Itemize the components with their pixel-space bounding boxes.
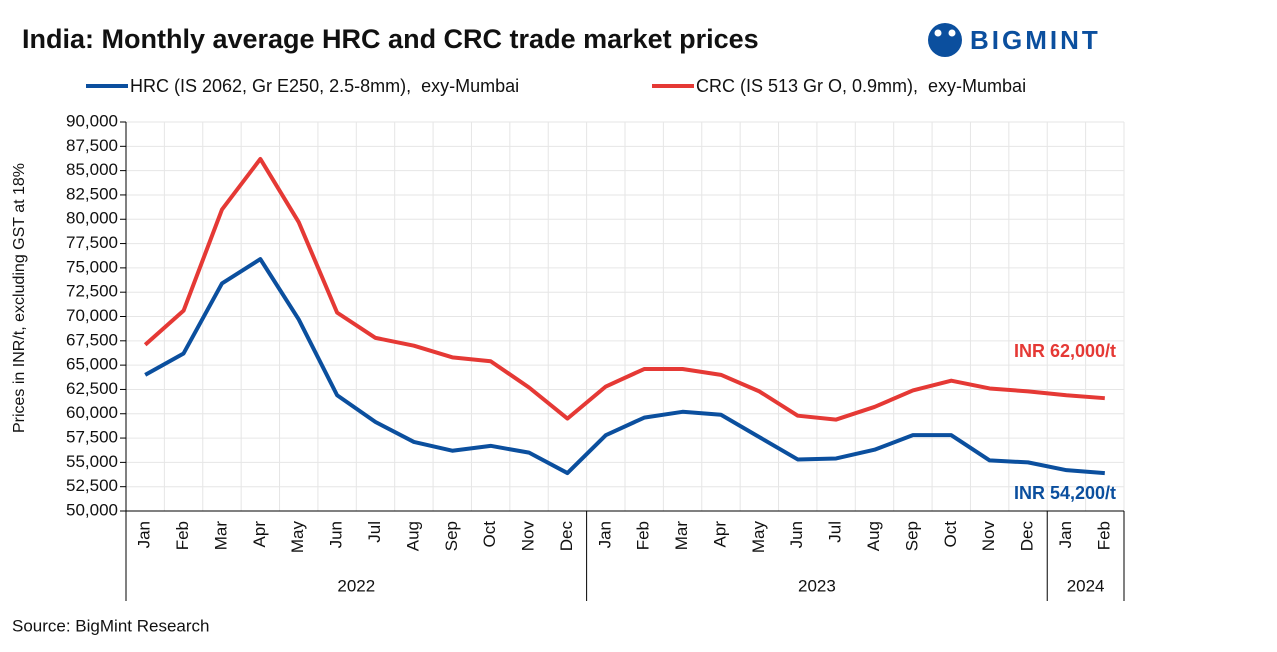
x-tick-label: Jan [1056, 521, 1075, 548]
x-tick-label: Jun [327, 521, 346, 548]
x-tick-label: Jul [826, 521, 845, 543]
y-tick-label: 75,000 [66, 257, 118, 276]
x-tick-label: Mar [211, 521, 230, 551]
legend-label: CRC (IS 513 Gr O, 0.9mm), exy-Mumbai [696, 76, 1026, 96]
x-tick-label: Feb [1094, 521, 1113, 550]
x-tick-label: Sep [442, 521, 461, 551]
y-tick-label: 52,500 [66, 476, 118, 495]
y-tick-label: 77,500 [66, 233, 118, 252]
y-tick-label: 67,500 [66, 330, 118, 349]
x-tick-label: Dec [1018, 521, 1037, 552]
y-tick-label: 55,000 [66, 452, 118, 471]
x-tick-label: Aug [403, 521, 422, 551]
y-tick-label: 60,000 [66, 403, 118, 422]
group-label: 2023 [798, 576, 836, 595]
logo: BIGMINT [928, 23, 1101, 57]
group-label: 2024 [1067, 576, 1105, 595]
y-tick-label: 90,000 [66, 111, 118, 130]
x-tick-label: Apr [250, 521, 269, 548]
x-tick-label: Jan [595, 521, 614, 548]
x-tick-label: Jul [365, 521, 384, 543]
y-axis-title: Prices in INR/t, excluding GST at 18% [11, 163, 28, 433]
logo-icon [934, 29, 942, 37]
brand: BIGMINT [970, 25, 1101, 55]
x-tick-label: Oct [480, 521, 499, 548]
y-tick-label: 85,000 [66, 160, 118, 179]
y-tick-label: 57,500 [66, 428, 118, 447]
x-tick-label: Nov [979, 521, 998, 552]
line [143, 156, 1105, 422]
x-tick-label: Mar [672, 521, 691, 551]
logo-icon [928, 23, 962, 57]
legend-label: HRC (IS 2062, Gr E250, 2.5-8mm), exy-Mum… [130, 76, 519, 96]
y-tick-label: 65,000 [66, 355, 118, 374]
y-tick-label: 82,500 [66, 184, 118, 203]
end-label: INR 54,200/t [1014, 483, 1116, 503]
x-tick-label: May [288, 521, 307, 554]
y-tick-label: 87,500 [66, 136, 118, 155]
x-tick-label: Oct [941, 521, 960, 548]
x-tick-label: Apr [710, 521, 729, 548]
source: Source: BigMint Research [12, 616, 209, 635]
y-tick-label: 62,500 [66, 379, 118, 398]
x-tick-label: Jun [787, 521, 806, 548]
x-tick-label: Nov [519, 521, 538, 552]
x-tick-label: May [749, 521, 768, 554]
end-label: INR 62,000/t [1014, 341, 1116, 361]
x-tick-label: Feb [634, 521, 653, 550]
x-tick-label: Dec [557, 521, 576, 552]
logo-icon [948, 29, 956, 37]
chart-title: India: Monthly average HRC and CRC trade… [22, 24, 759, 54]
x-tick-label: Feb [173, 521, 192, 550]
y-tick-label: 72,500 [66, 282, 118, 301]
group-label: 2022 [337, 576, 375, 595]
line [144, 257, 1105, 476]
y-tick-label: 50,000 [66, 500, 118, 519]
x-tick-label: Aug [864, 521, 883, 551]
y-tick-label: 80,000 [66, 209, 118, 228]
x-tick-label: Sep [902, 521, 921, 551]
x-tick-label: Jan [135, 521, 154, 548]
y-tick-label: 70,000 [66, 306, 118, 325]
